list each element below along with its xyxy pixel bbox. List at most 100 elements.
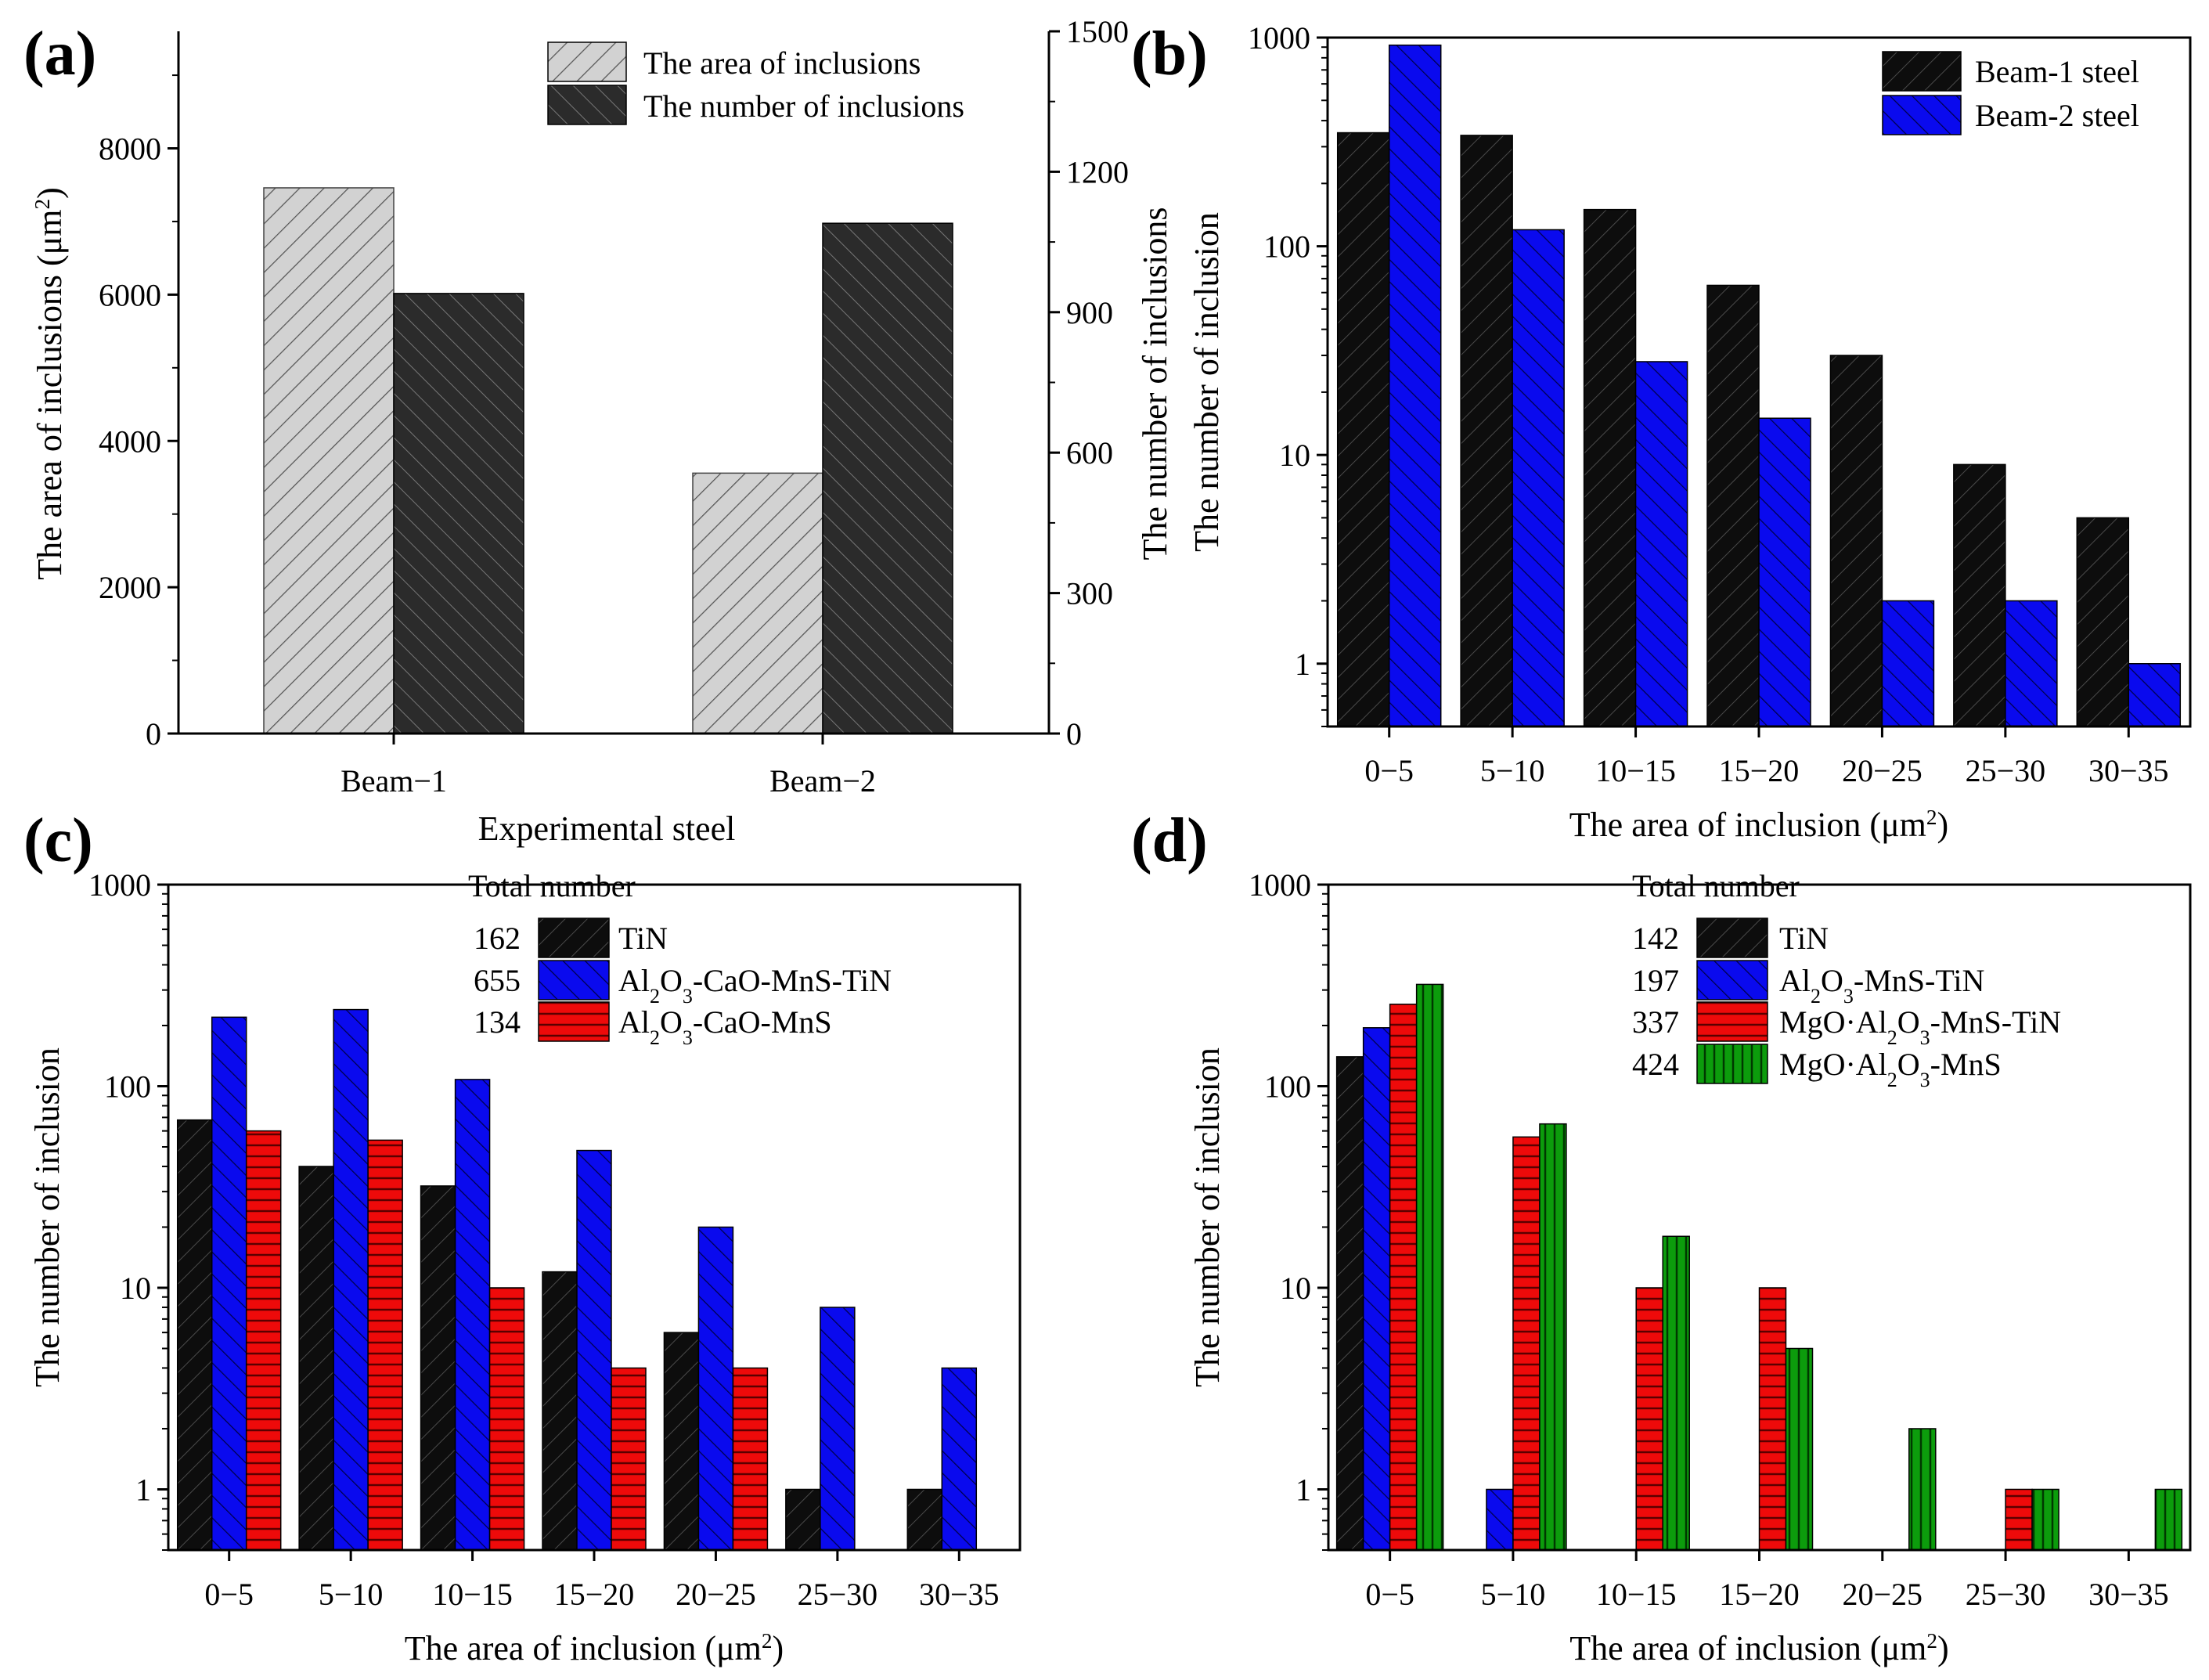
panel-d-legend-label-4: MgO·Al2O3-MnS xyxy=(1779,1047,2002,1091)
panel-c-bar-s3-c5 xyxy=(732,1367,769,1551)
panel-d-legend-swatch-3 xyxy=(1696,1001,1768,1042)
panel-b-legend-swatch-1 xyxy=(1882,51,1962,92)
panel-d-bar-s4-c1 xyxy=(1415,983,1444,1551)
panel-d-legend-title: Total number xyxy=(1632,868,1800,903)
panel-b-label: (b) xyxy=(1131,20,1208,88)
panel-c-ytick-label: 10 xyxy=(120,1271,151,1306)
panel-b-legend-swatch-2 xyxy=(1882,95,1962,135)
panel-c-xtick-label: 10−15 xyxy=(432,1577,513,1612)
panel-c-ylabel: The number of inclusion xyxy=(28,1047,67,1387)
panel-c-bar-s1-c6 xyxy=(785,1488,821,1551)
panel-c-bar-s2-c1 xyxy=(211,1016,247,1551)
panel-d-legend-label-1: TiN xyxy=(1779,921,1829,956)
panel-d-bar-s3-c6 xyxy=(2005,1488,2033,1551)
panel-d-legend-label-2: Al2O3-MnS-TiN xyxy=(1779,963,1984,1008)
panel-b-bar-s1-c6 xyxy=(1953,463,2006,727)
panel-b-ytick-label: 100 xyxy=(1263,229,1310,265)
panel-a-bar-number-1 xyxy=(393,293,524,734)
panel-c-xtick-label: 25−30 xyxy=(798,1577,878,1612)
panel-d-bar-s3-c4 xyxy=(1758,1287,1787,1551)
panel-b-bar-s1-c7 xyxy=(2076,517,2130,727)
panel-d-legend-swatch-4 xyxy=(1696,1044,1768,1084)
panel-b-xtick-label: 25−30 xyxy=(1966,753,2046,788)
panel-c-xtick-label: 0−5 xyxy=(204,1577,254,1612)
panel-d-xlabel: The area of inclusion (μm2) xyxy=(1569,1629,1948,1667)
panel-c-bar-s1-c3 xyxy=(420,1185,456,1551)
panel-d-ytick-label: 100 xyxy=(1264,1069,1311,1104)
panel-b-ytick-label: 1 xyxy=(1295,647,1310,682)
panel-b-xlabel: The area of inclusion (μm2) xyxy=(1569,806,1948,844)
panel-b-bar-s2-c7 xyxy=(2128,663,2182,727)
panel-d-bar-s4-c6 xyxy=(2031,1488,2059,1551)
panel-c-bar-s3-c3 xyxy=(488,1287,525,1551)
panel-c-bar-s2-c3 xyxy=(454,1079,491,1551)
panel-d-bar-s2-c2 xyxy=(1486,1488,1514,1551)
panel-b-xtick-label: 30−35 xyxy=(2088,753,2169,788)
panel-c-bar-s1-c7 xyxy=(906,1488,943,1551)
panel-c-bar-s3-c4 xyxy=(611,1367,647,1551)
panel-d-label: (d) xyxy=(1131,806,1208,875)
panel-c-ytick-label: 100 xyxy=(104,1069,151,1104)
panel-d-bar-s4-c7 xyxy=(2154,1488,2183,1551)
panel-a-ytick-label: 6000 xyxy=(99,277,161,312)
panel-d-ylabel: The number of inclusion xyxy=(1188,1047,1227,1387)
panel-d-xtick-label: 25−30 xyxy=(1966,1577,2046,1612)
panel-c-bar-s2-c4 xyxy=(576,1149,612,1551)
panel-c-legend-label-3: Al2O3-CaO-MnS xyxy=(618,1004,832,1049)
panel-a-y2tick-label: 900 xyxy=(1066,295,1113,330)
panel-c-bar-s2-c7 xyxy=(941,1367,978,1551)
panel-b-legend-label-1: Beam-1 steel xyxy=(1975,54,2139,89)
panel-c-legend-label-1: TiN xyxy=(618,921,668,956)
panel-b-ytick-label: 1000 xyxy=(1248,20,1310,56)
panel-d-legend-label-3: MgO·Al2O3-MnS-TiN xyxy=(1779,1004,2061,1049)
panel-d-bar-s3-c3 xyxy=(1635,1287,1663,1551)
panel-c-xtick-label: 15−20 xyxy=(554,1577,635,1612)
panel-b-bar-s1-c4 xyxy=(1706,284,1760,727)
panel-a-y2tick-label: 1500 xyxy=(1066,14,1129,49)
panel-d-bar-s1-c1 xyxy=(1335,1056,1364,1551)
panel-d-bar-s4-c4 xyxy=(1785,1347,1814,1551)
panel-c-label: (c) xyxy=(23,806,93,875)
panel-d-ytick-label: 10 xyxy=(1280,1271,1311,1306)
panel-c-bar-s2-c6 xyxy=(820,1307,856,1551)
panel-b-ytick-label: 10 xyxy=(1279,438,1310,473)
panel-b-ylabel: The number of inclusion xyxy=(1187,212,1226,552)
panel-c-legend-swatch-1 xyxy=(538,918,610,958)
panel-c-legend-swatch-3 xyxy=(538,1001,610,1042)
panel-c-legend-total-1: 162 xyxy=(474,921,521,956)
panel-d-legend-total-2: 197 xyxy=(1632,963,1679,998)
panel-d-bar-s3-c1 xyxy=(1389,1004,1418,1551)
panel-c-xtick-label: 20−25 xyxy=(676,1577,756,1612)
panel-a-y2tick-label: 0 xyxy=(1066,716,1082,752)
panel-c-ytick-label: 1 xyxy=(135,1472,151,1507)
panel-d-bar-s4-c3 xyxy=(1662,1235,1690,1551)
panel-b-bar-s2-c3 xyxy=(1634,361,1688,727)
panel-d-legend-swatch-1 xyxy=(1696,918,1768,958)
panel-a-bar-area-2 xyxy=(692,472,823,734)
panel-c-bar-s2-c5 xyxy=(697,1226,734,1551)
panel-d-legend-swatch-2 xyxy=(1696,960,1768,1000)
panel-d-frame xyxy=(1327,883,2192,1552)
panel-c-xtick-label: 5−10 xyxy=(319,1577,384,1612)
panel-b-bar-s2-c5 xyxy=(1881,600,1935,727)
panel-b-xtick-label: 20−25 xyxy=(1842,753,1923,788)
panel-b-xtick-label: 0−5 xyxy=(1364,753,1414,788)
panel-a-y2tick-label: 300 xyxy=(1066,576,1113,611)
panel-c-bar-s1-c2 xyxy=(298,1166,334,1551)
panel-a-legend-label-1: The area of inclusions xyxy=(643,45,921,81)
panel-c-legend-total-2: 655 xyxy=(474,963,521,998)
panel-b-bar-s2-c4 xyxy=(1758,417,1811,727)
panel-a-ytick-label: 4000 xyxy=(99,424,161,459)
panel-d-xtick-label: 5−10 xyxy=(1481,1577,1546,1612)
panel-b-xtick-label: 15−20 xyxy=(1719,753,1800,788)
panel-b-bar-s2-c1 xyxy=(1388,44,1442,727)
panel-c-bar-s2-c2 xyxy=(333,1008,369,1551)
panel-b-bar-s1-c3 xyxy=(1583,208,1637,727)
panel-d-bar-s4-c5 xyxy=(1908,1428,1937,1551)
panel-b-frame xyxy=(1326,36,2192,728)
panel-b-bar-s2-c2 xyxy=(1512,229,1565,727)
panel-c-frame xyxy=(167,883,1022,1552)
panel-b-xtick-label: 5−10 xyxy=(1480,753,1545,788)
panel-a-bar-number-2 xyxy=(822,222,953,734)
